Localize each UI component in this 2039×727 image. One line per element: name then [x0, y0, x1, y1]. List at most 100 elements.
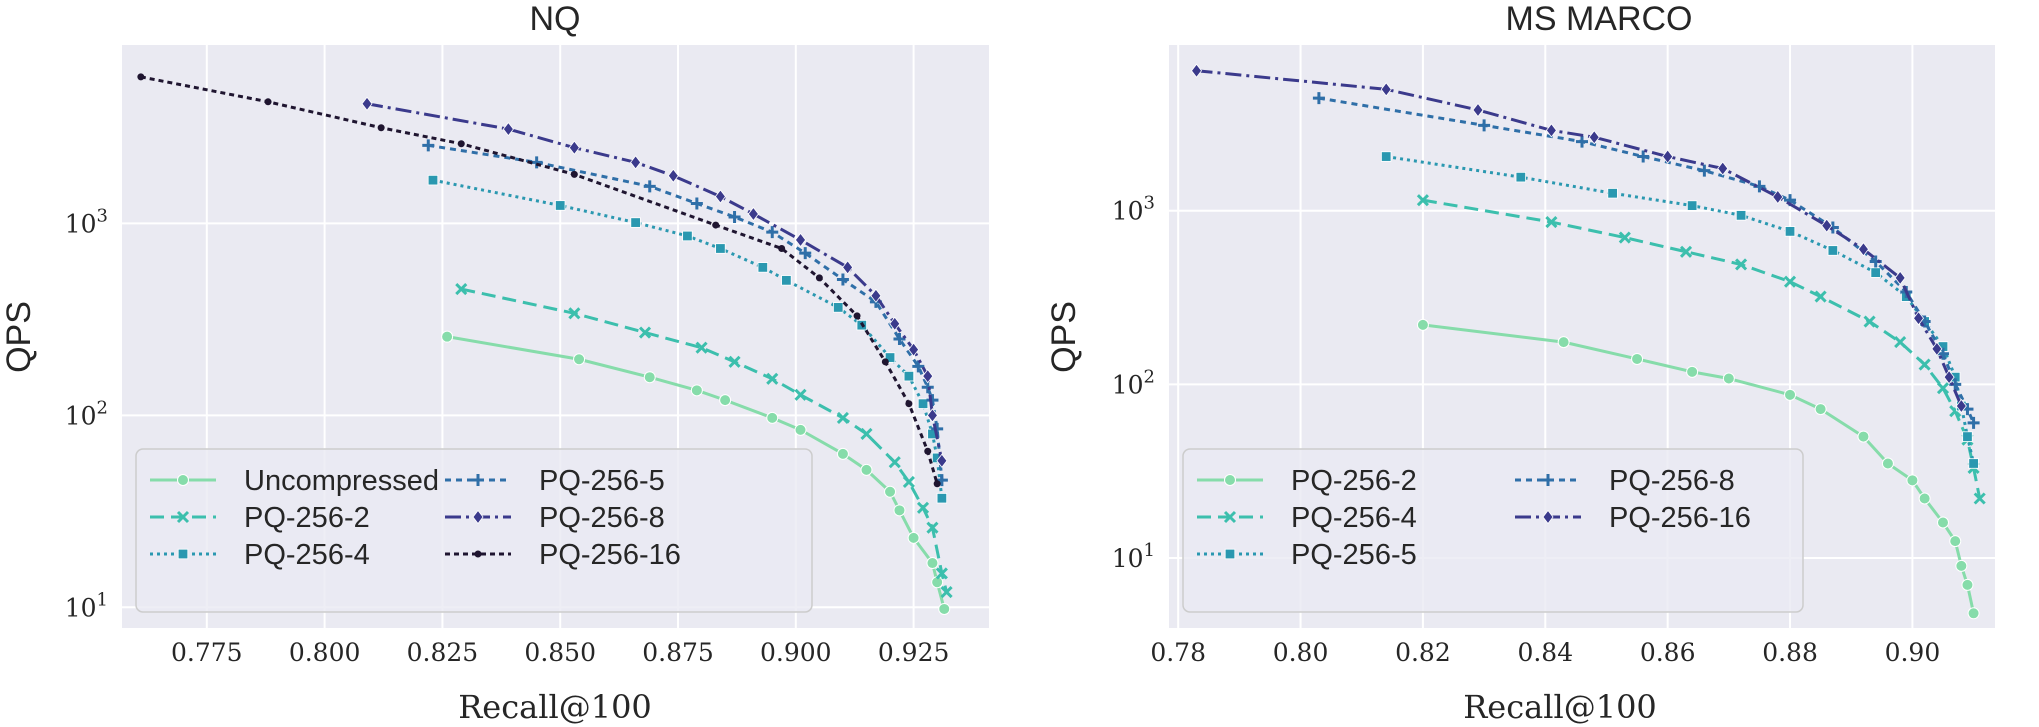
data-point	[1857, 242, 1869, 257]
data-point	[794, 388, 807, 401]
legend-box	[1182, 448, 1804, 613]
legend-entry: Uncompressed	[150, 465, 439, 497]
data-point	[799, 247, 812, 260]
legend-entry: PQ-256-8	[445, 502, 665, 534]
series-pq-256-4	[1416, 194, 1986, 505]
y-tick-label: 102	[1112, 366, 1155, 399]
data-point	[457, 140, 465, 148]
data-point	[715, 243, 726, 254]
data-point	[766, 372, 779, 385]
data-point	[795, 232, 807, 248]
chart-title: NQ	[530, 0, 581, 38]
data-point	[926, 521, 939, 534]
x-tick-label: 0.90	[1885, 638, 1941, 667]
legend-entry: PQ-256-4	[1197, 502, 1417, 534]
data-point	[530, 156, 543, 169]
legend-label: PQ-256-5	[539, 465, 665, 497]
data-point	[728, 210, 741, 223]
legend-label: PQ-256-2	[244, 502, 370, 534]
data-point	[747, 206, 759, 222]
y-tick-labels: 101 102 103	[1112, 193, 1155, 573]
data-point	[1607, 188, 1618, 199]
data-point	[884, 485, 897, 498]
data-point	[1686, 365, 1699, 378]
series-line	[1196, 69, 1963, 407]
data-point	[766, 226, 779, 239]
legend-entry: PQ-256-5	[445, 465, 665, 497]
data-point	[893, 332, 906, 345]
y-tick-labels: 101 102 103	[65, 205, 108, 622]
data-point	[907, 531, 920, 544]
data-point	[1784, 226, 1796, 237]
legend-label: Uncompressed	[244, 465, 439, 497]
data-point	[1814, 403, 1827, 416]
data-point	[1821, 218, 1833, 233]
data-point	[441, 330, 454, 343]
data-point	[888, 456, 901, 469]
data-point	[1913, 311, 1925, 326]
legend-label: PQ-256-8	[539, 502, 665, 534]
data-point	[1576, 135, 1588, 148]
legend-marker	[176, 510, 190, 524]
legend-label: PQ-256-5	[1291, 539, 1417, 571]
legend: Uncompressed PQ-256-2 PQ-256-4 PQ-256-5 PQ-2…	[135, 448, 813, 613]
y-tick-label: 103	[65, 205, 108, 238]
x-tick-labels: 0.775 0.800 0.825 0.850 0.875 0.900 0.925	[171, 638, 949, 667]
data-point	[940, 586, 953, 599]
legend-label: PQ-256-2	[1291, 465, 1417, 497]
data-point	[1545, 216, 1558, 229]
data-point	[1949, 535, 1962, 548]
data-point	[912, 360, 925, 373]
data-point	[905, 400, 913, 408]
data-point	[377, 124, 385, 132]
data-point	[1662, 149, 1674, 164]
data-point	[1618, 231, 1631, 244]
legend-label: PQ-256-16	[539, 539, 681, 571]
data-point	[1894, 336, 1907, 349]
data-point	[1588, 130, 1600, 145]
legend-entry: PQ-256-2	[1197, 465, 1417, 497]
y-tick-label: 102	[65, 397, 108, 430]
data-point	[889, 316, 901, 331]
legend-marker	[1224, 548, 1236, 560]
data-point	[638, 326, 652, 339]
data-point	[1722, 372, 1735, 385]
data-point	[884, 352, 896, 363]
series-pq-256-16	[137, 73, 941, 488]
data-point	[916, 501, 930, 514]
data-point	[936, 453, 948, 468]
data-point	[1955, 559, 1968, 572]
chart-msmarco: MS MARCO Recall@100 QPS 0.78 0.80 0.82 0.84…	[1045, 0, 1995, 726]
data-point	[1380, 82, 1392, 97]
data-point	[842, 260, 854, 275]
data-point	[1967, 416, 1980, 429]
data-point	[427, 174, 439, 186]
x-tick-label: 0.900	[760, 638, 832, 667]
legend-box	[135, 448, 813, 613]
y-tick-label: 103	[1112, 193, 1155, 226]
legend-entries: Uncompressed PQ-256-2 PQ-256-4 PQ-256-5 PQ-2…	[150, 465, 681, 571]
legend-entry: PQ-256-16	[1515, 502, 1751, 534]
data-point	[1918, 358, 1931, 371]
data-point	[815, 274, 823, 282]
data-point	[903, 370, 915, 382]
legend-entry: PQ-256-16	[445, 539, 681, 571]
data-point	[630, 155, 642, 170]
data-point	[1557, 336, 1570, 349]
data-point	[836, 273, 849, 286]
data-point	[1631, 352, 1644, 365]
legend-label: PQ-256-4	[1291, 502, 1417, 534]
data-point	[690, 384, 703, 397]
data-point	[1545, 123, 1557, 138]
legend-entry: PQ-256-2	[150, 502, 370, 534]
series-pq-256-4	[427, 174, 948, 504]
data-point	[860, 463, 873, 476]
data-point	[1679, 245, 1693, 258]
data-point	[778, 244, 786, 252]
y-axis-label: QPS	[0, 301, 38, 373]
data-point	[1772, 189, 1784, 205]
data-point	[938, 602, 951, 615]
data-point	[1416, 318, 1429, 331]
data-point	[853, 312, 861, 320]
legend-marker	[1223, 510, 1237, 524]
